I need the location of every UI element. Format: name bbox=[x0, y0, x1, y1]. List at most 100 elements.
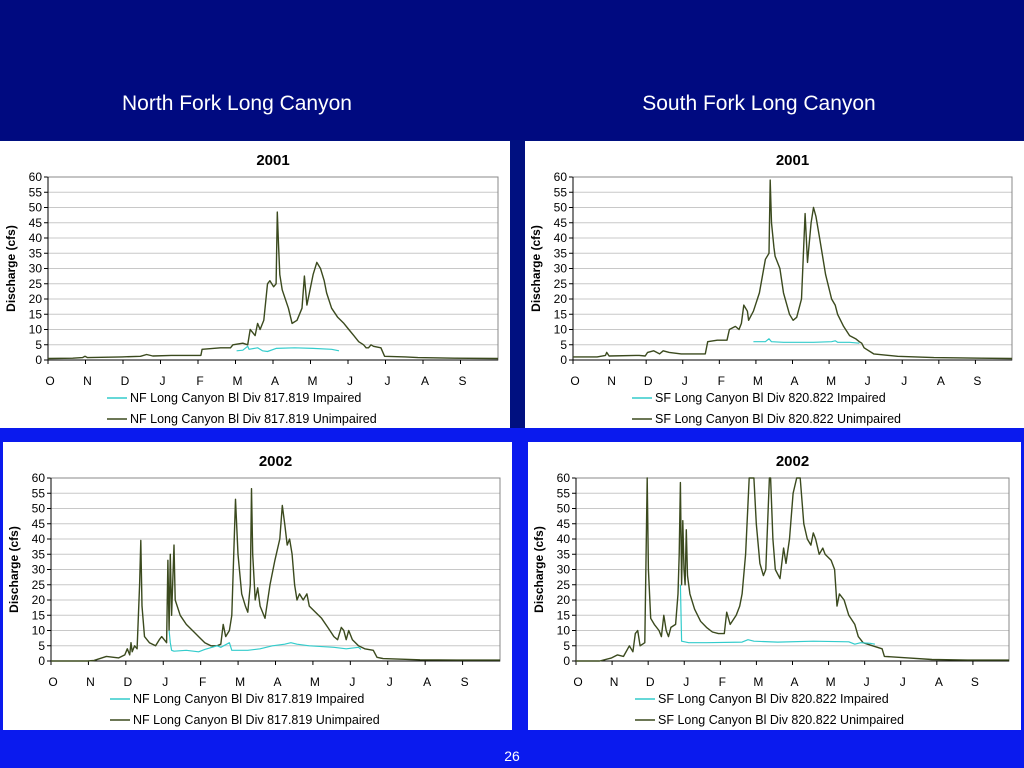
y-tick-label: 20 bbox=[557, 593, 571, 607]
x-tick-label: M bbox=[308, 374, 318, 388]
x-tick-label: M bbox=[826, 675, 836, 689]
x-tick-label: J bbox=[387, 675, 393, 689]
chart-nf-2001: 2001 0 5 10 15 20 25 30 35 40 45 50 55 60 Discharge (c… bbox=[0, 141, 510, 428]
y-tick-label: 20 bbox=[32, 593, 46, 607]
x-tick-label: S bbox=[461, 675, 469, 689]
x-tick-label: J bbox=[162, 675, 168, 689]
x-tick-label: S bbox=[458, 374, 466, 388]
chart-sf-2002: 2002 0 5 10 15 20 25 30 35 40 45 50 55 60 Discharge (c… bbox=[528, 442, 1021, 730]
x-tick-label: M bbox=[753, 374, 763, 388]
x-tick-label: A bbox=[935, 675, 943, 689]
x-tick-label: J bbox=[349, 675, 355, 689]
x-tick-label: J bbox=[864, 675, 870, 689]
x-tick-label: M bbox=[310, 675, 320, 689]
y-tick-label: 25 bbox=[29, 277, 43, 291]
y-tick-label: 60 bbox=[29, 170, 43, 184]
x-tick-label: J bbox=[160, 374, 166, 388]
chart-title: 2001 bbox=[256, 152, 289, 169]
series-line-impaired bbox=[236, 345, 340, 353]
top-band bbox=[0, 0, 1024, 140]
x-tick-label: J bbox=[683, 675, 689, 689]
y-axis-label: Discharge (cfs) bbox=[529, 225, 543, 312]
legend-label-impaired: SF Long Canyon Bl Div 820.822 Impaired bbox=[655, 391, 886, 405]
y-tick-label: 25 bbox=[32, 578, 46, 592]
y-tick-label: 30 bbox=[32, 563, 46, 577]
y-tick-label: 50 bbox=[29, 201, 43, 215]
x-tick-label: A bbox=[790, 675, 798, 689]
x-tick-label: M bbox=[753, 675, 763, 689]
x-tick-label: F bbox=[199, 675, 206, 689]
y-tick-label: 50 bbox=[554, 201, 568, 215]
y-tick-label: 15 bbox=[557, 608, 571, 622]
x-tick-label: M bbox=[826, 374, 836, 388]
series-line-impaired bbox=[753, 338, 860, 344]
x-tick-label: F bbox=[196, 374, 203, 388]
x-tick-label: N bbox=[610, 675, 619, 689]
y-tick-label: 35 bbox=[32, 547, 46, 561]
x-tick-label: O bbox=[573, 675, 582, 689]
y-tick-label: 60 bbox=[557, 471, 571, 485]
y-tick-label: 45 bbox=[29, 216, 43, 230]
x-tick-label: D bbox=[121, 374, 130, 388]
south-fork-title: South Fork Long Canyon bbox=[642, 92, 876, 115]
x-tick-label: J bbox=[682, 374, 688, 388]
x-tick-label: D bbox=[644, 374, 653, 388]
series-line-impaired bbox=[168, 630, 362, 653]
y-tick-label: 45 bbox=[554, 216, 568, 230]
x-tick-label: M bbox=[235, 675, 245, 689]
y-tick-label: 20 bbox=[29, 292, 43, 306]
y-axis-label: Discharge (cfs) bbox=[7, 526, 21, 613]
y-tick-label: 0 bbox=[35, 353, 42, 367]
y-tick-label: 25 bbox=[557, 578, 571, 592]
y-tick-label: 35 bbox=[554, 246, 568, 260]
x-tick-label: N bbox=[83, 374, 92, 388]
y-tick-label: 60 bbox=[554, 170, 568, 184]
page-number: 26 bbox=[504, 748, 520, 764]
y-tick-label: 55 bbox=[557, 486, 571, 500]
x-tick-label: N bbox=[86, 675, 95, 689]
y-tick-label: 5 bbox=[35, 338, 42, 352]
north-fork-title: North Fork Long Canyon bbox=[122, 92, 352, 115]
y-axis-label: Discharge (cfs) bbox=[532, 526, 546, 613]
y-tick-label: 5 bbox=[38, 639, 45, 653]
legend-label-unimpaired: NF Long Canyon Bl Div 817.819 Unimpaired bbox=[130, 412, 377, 426]
y-tick-label: 55 bbox=[32, 486, 46, 500]
x-tick-label: D bbox=[646, 675, 655, 689]
y-tick-label: 15 bbox=[554, 307, 568, 321]
y-tick-label: 10 bbox=[29, 323, 43, 337]
y-tick-label: 5 bbox=[560, 338, 567, 352]
legend-label-impaired: NF Long Canyon Bl Div 817.819 Impaired bbox=[133, 692, 364, 706]
legend-label-impaired: SF Long Canyon Bl Div 820.822 Impaired bbox=[658, 692, 889, 706]
series-line-unimpaired bbox=[51, 488, 500, 662]
x-tick-label: A bbox=[271, 374, 279, 388]
x-tick-label: A bbox=[423, 675, 431, 689]
y-tick-label: 10 bbox=[32, 624, 46, 638]
y-tick-label: 25 bbox=[554, 277, 568, 291]
x-tick-label: J bbox=[900, 675, 906, 689]
x-tick-label: D bbox=[123, 675, 132, 689]
x-tick-label: J bbox=[901, 374, 907, 388]
y-tick-label: 10 bbox=[557, 624, 571, 638]
x-tick-label: O bbox=[45, 374, 54, 388]
chart-title: 2002 bbox=[259, 453, 292, 470]
x-tick-label: A bbox=[790, 374, 798, 388]
x-tick-label: A bbox=[937, 374, 945, 388]
y-tick-label: 60 bbox=[32, 471, 46, 485]
x-tick-label: O bbox=[570, 374, 579, 388]
y-tick-label: 35 bbox=[557, 547, 571, 561]
y-tick-label: 5 bbox=[563, 639, 570, 653]
x-tick-label: S bbox=[973, 374, 981, 388]
legend-label-unimpaired: SF Long Canyon Bl Div 820.822 Unimpaired bbox=[655, 412, 901, 426]
y-tick-label: 40 bbox=[554, 231, 568, 245]
y-tick-label: 35 bbox=[29, 246, 43, 260]
x-tick-label: J bbox=[347, 374, 353, 388]
chart-title: 2002 bbox=[776, 453, 809, 470]
x-tick-label: S bbox=[971, 675, 979, 689]
x-tick-label: F bbox=[718, 374, 725, 388]
series-line-unimpaired bbox=[573, 179, 1013, 360]
x-tick-label: F bbox=[719, 675, 726, 689]
x-tick-label: J bbox=[385, 374, 391, 388]
